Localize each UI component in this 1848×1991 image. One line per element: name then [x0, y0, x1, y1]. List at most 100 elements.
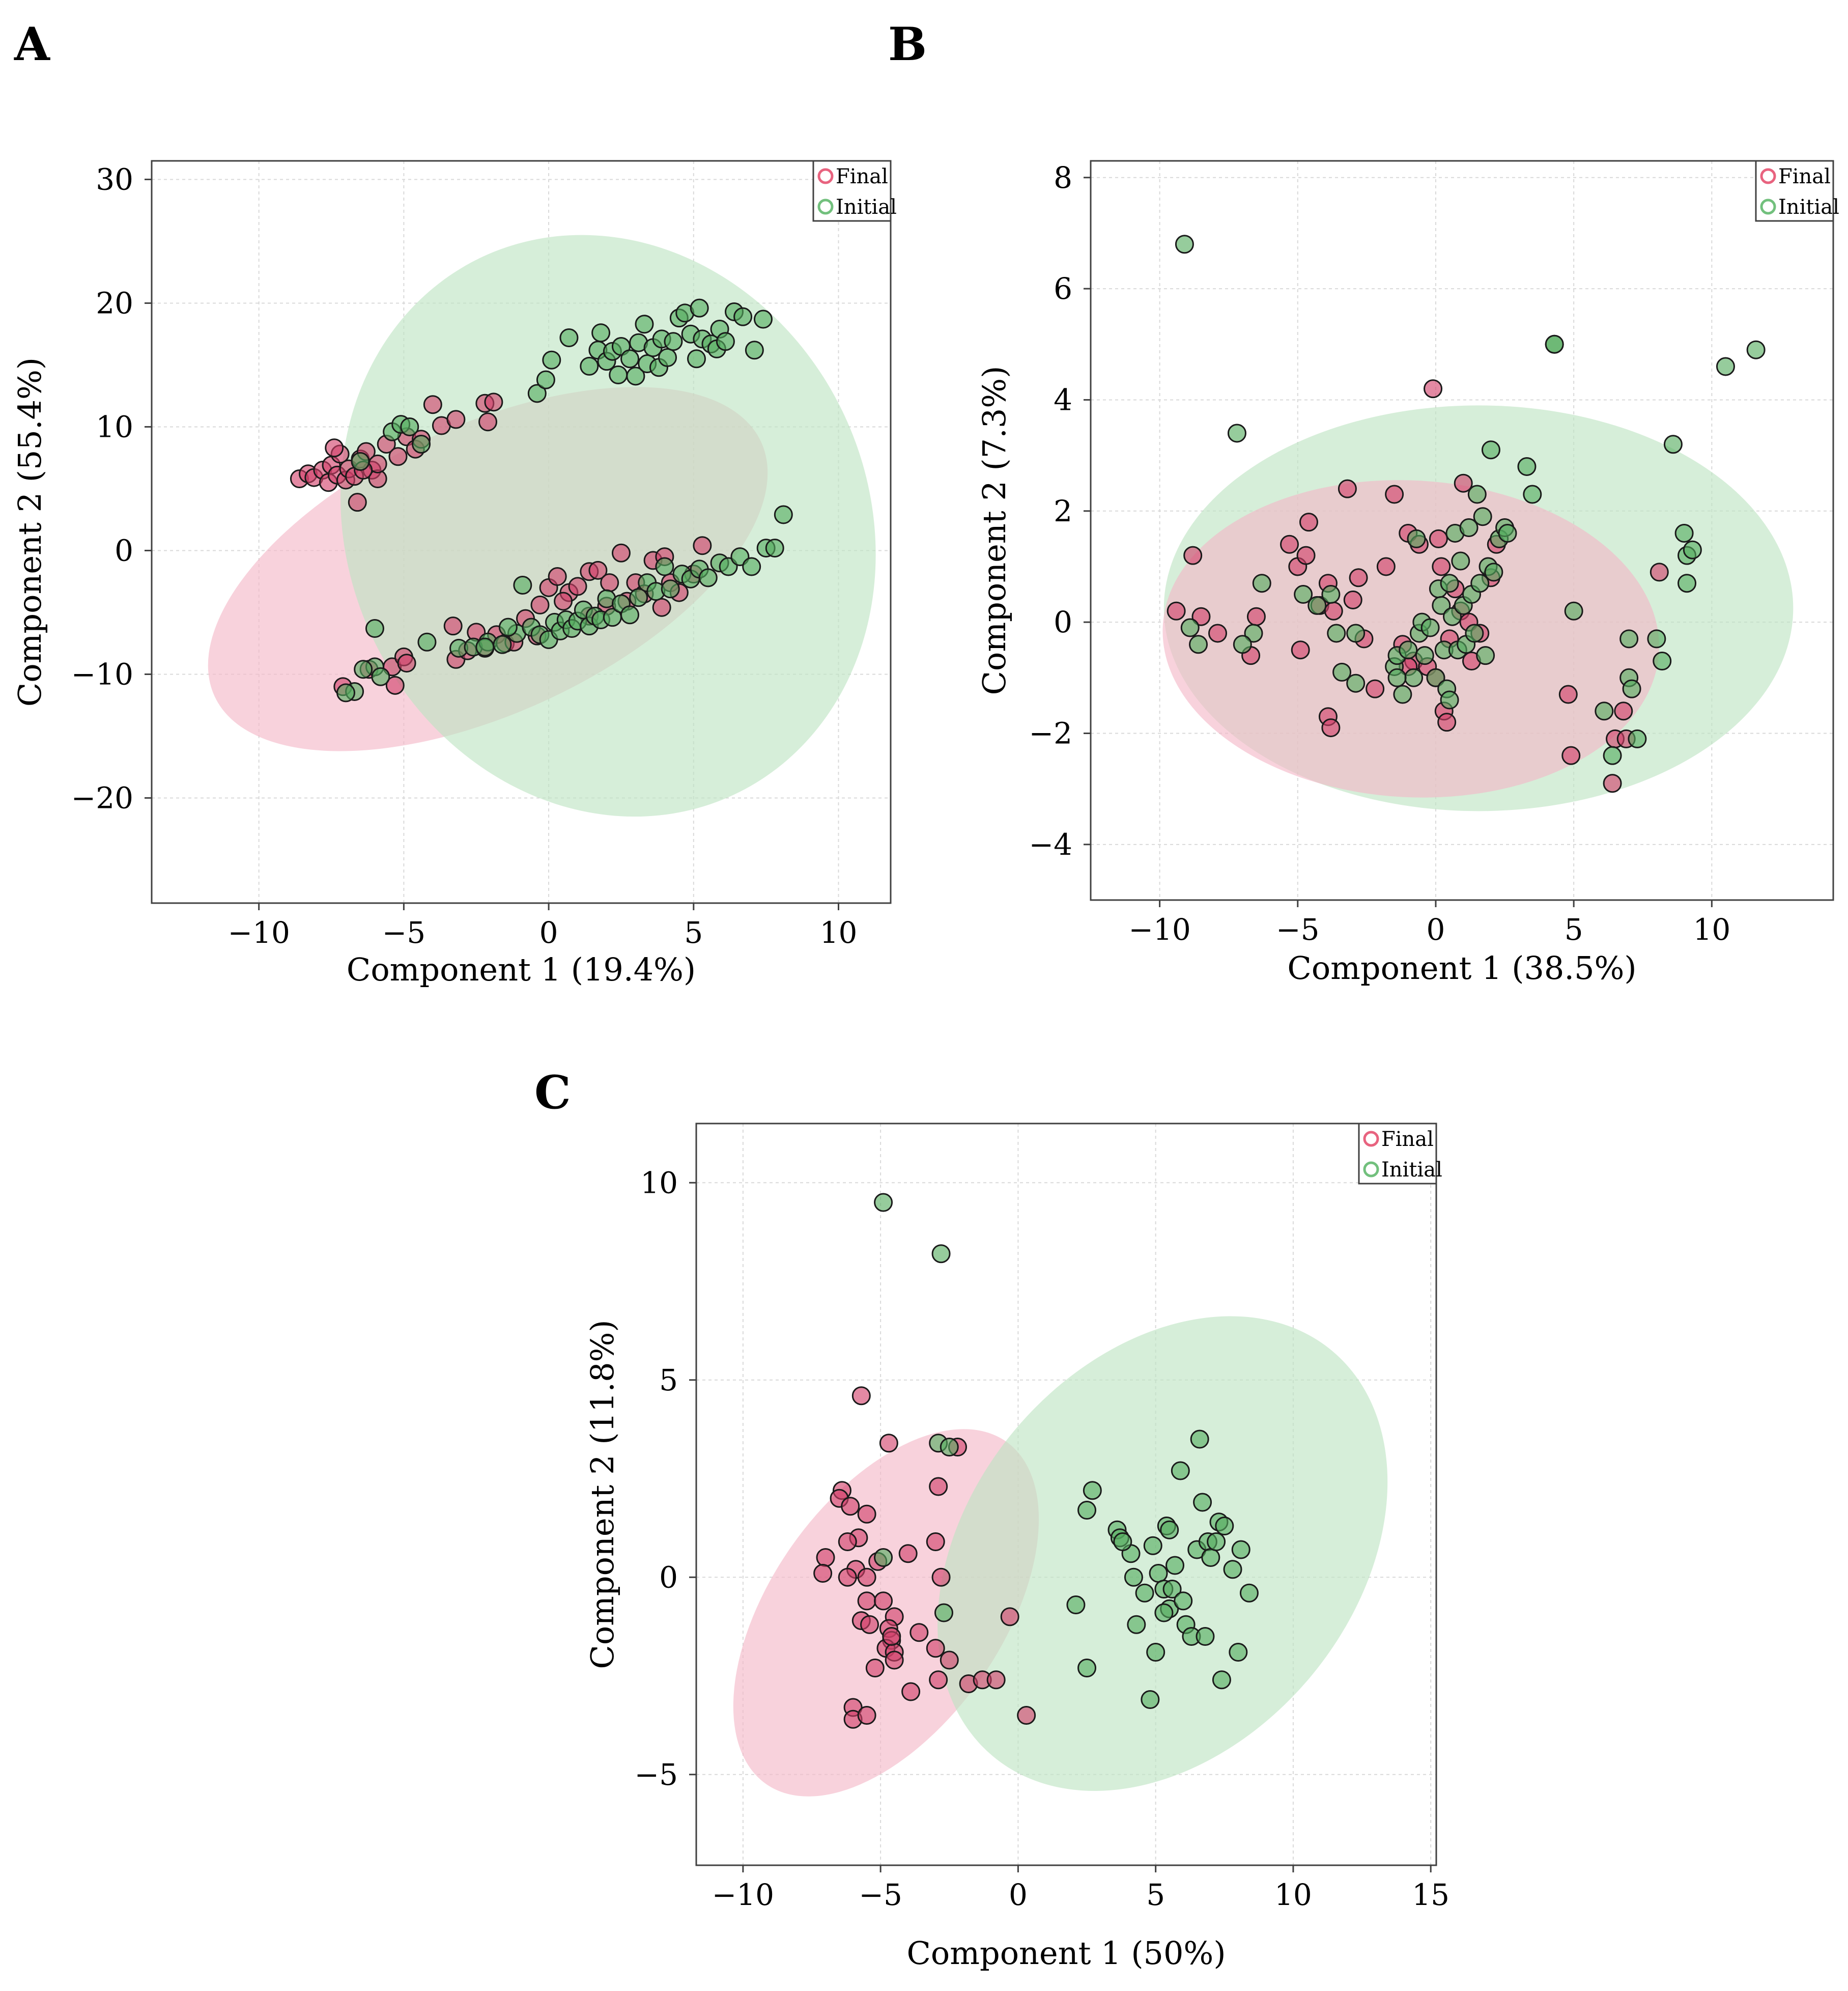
point-initial: [1467, 485, 1487, 504]
point-final: [1432, 557, 1451, 576]
point-initial: [733, 307, 753, 326]
plot-frame-b: [1090, 160, 1834, 901]
point-final: [857, 1567, 876, 1587]
point-initial: [475, 637, 495, 657]
point-final: [1614, 702, 1633, 721]
point-initial: [1498, 523, 1517, 543]
x-tick-label: −5: [382, 915, 426, 950]
point-final: [929, 1670, 948, 1690]
point-initial: [1227, 424, 1246, 443]
point-initial: [1473, 507, 1492, 526]
point-initial: [1162, 1580, 1182, 1599]
point-initial: [765, 539, 784, 558]
point-initial: [874, 1548, 893, 1567]
point-initial: [1244, 624, 1263, 643]
point-initial: [1451, 551, 1470, 571]
point-final: [1324, 601, 1343, 621]
point-initial: [1231, 1540, 1250, 1559]
point-final: [1183, 546, 1203, 565]
point-final: [841, 1497, 860, 1516]
point-initial: [1160, 1520, 1179, 1539]
point-initial: [1481, 440, 1500, 460]
legend-label-initial: Initial: [1778, 195, 1839, 219]
point-final: [484, 392, 503, 412]
point-initial: [1146, 1643, 1165, 1662]
y-tick-label: −4: [1029, 827, 1073, 862]
point-initial: [1321, 585, 1341, 604]
point-final: [1299, 513, 1318, 532]
point-initial: [1193, 1493, 1212, 1512]
point-initial: [1564, 601, 1583, 621]
y-tick-label: 5: [659, 1363, 678, 1397]
legend-a: Final Initial: [812, 160, 897, 222]
point-initial: [1459, 518, 1479, 538]
point-final: [1296, 546, 1316, 565]
x-tick-label: 10: [820, 915, 858, 950]
legend-label-final: Final: [1778, 165, 1831, 188]
point-initial: [716, 332, 735, 351]
y-tick-label: 30: [96, 162, 133, 197]
point-initial: [1124, 1567, 1143, 1587]
point-final: [1208, 624, 1227, 643]
point-initial: [1653, 652, 1672, 671]
point-final: [1167, 601, 1186, 621]
legend-label-final: Final: [1381, 1128, 1434, 1151]
plot-frame-c: [695, 1123, 1437, 1866]
point-initial: [1440, 690, 1459, 710]
panel-label-c: C: [534, 1065, 571, 1119]
panel-label-b: B: [888, 17, 927, 71]
x-tick-label: 0: [1427, 912, 1445, 947]
point-initial: [1174, 1591, 1193, 1611]
x-tick-label: 5: [1565, 912, 1583, 947]
point-initial: [1523, 485, 1542, 504]
point-initial: [1387, 668, 1407, 687]
point-final: [857, 1706, 876, 1725]
x-tick-label: −5: [859, 1877, 902, 1912]
point-final: [816, 1548, 835, 1567]
point-final: [838, 1567, 857, 1587]
point-final: [857, 1504, 876, 1524]
point-initial: [1171, 1461, 1190, 1480]
point-final: [931, 1567, 951, 1587]
point-initial: [1190, 1429, 1209, 1449]
point-initial: [1066, 1595, 1086, 1614]
point-initial: [698, 568, 718, 587]
point-initial: [1470, 574, 1490, 593]
point-final: [1338, 479, 1357, 498]
point-final: [874, 1591, 893, 1611]
y-axis-title-b: Component 2 (7.3%): [976, 366, 1013, 695]
point-initial: [635, 315, 654, 334]
point-initial: [1141, 1690, 1160, 1709]
points-c: [813, 1193, 1259, 1729]
point-initial: [1683, 540, 1702, 559]
point-initial: [655, 557, 674, 576]
point-initial: [1674, 523, 1694, 543]
point-final: [879, 1434, 898, 1453]
point-initial: [609, 365, 628, 384]
point-final: [1603, 774, 1622, 793]
point-initial: [687, 349, 706, 369]
point-final: [851, 1386, 871, 1406]
point-initial: [620, 605, 640, 625]
point-initial: [536, 370, 555, 389]
panel-a: A −10 −5 0 5 10 30 20 10 0 −10 −20 Component 1 (19.4…: [11, 17, 897, 988]
point-final: [611, 543, 631, 563]
point-initial: [690, 298, 709, 318]
point-initial: [1663, 435, 1683, 454]
point-final: [348, 493, 367, 512]
point-final: [652, 598, 671, 617]
y-tick-label: 10: [96, 409, 133, 444]
point-final: [600, 573, 619, 593]
point-initial: [1189, 635, 1208, 654]
point-initial: [1465, 624, 1484, 643]
point-final: [986, 1670, 1006, 1690]
point-final: [1000, 1607, 1019, 1627]
legend-box: [1755, 160, 1834, 222]
point-initial: [580, 356, 599, 376]
point-final: [1191, 607, 1211, 626]
point-initial: [1149, 1564, 1168, 1583]
point-initial: [1484, 563, 1503, 582]
point-initial: [1307, 596, 1327, 615]
point-final: [693, 536, 712, 555]
y-tick-label: −5: [635, 1757, 678, 1792]
